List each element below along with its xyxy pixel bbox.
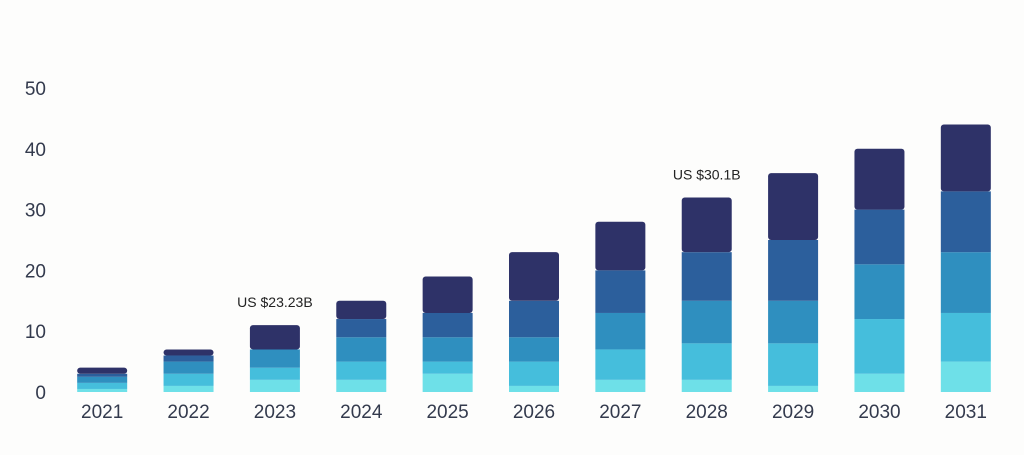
bar-segment-2030-segment-2	[854, 319, 905, 374]
bar-segment-2028-segment-4	[681, 252, 732, 301]
x-tick-label-2026: 2026	[513, 402, 555, 423]
x-tick-label-2031: 2031	[945, 402, 987, 423]
bar-segment-2023-segment-1	[249, 379, 300, 392]
bar-segment-2024-segment-2	[336, 361, 387, 380]
bar-segment-2025-segment-3	[422, 337, 473, 362]
bar-segment-2026-segment-3	[509, 337, 559, 362]
bar-segment-2023-segment-2	[249, 367, 300, 380]
bar-segment-2022-segment-3	[163, 361, 214, 374]
y-tick-label: 50	[25, 79, 46, 100]
x-tick-label-2021: 2021	[81, 402, 123, 423]
bar-segment-2024-segment-5	[336, 300, 387, 320]
bar-segment-2030-segment-4	[854, 209, 905, 265]
x-tick-label-2022: 2022	[167, 402, 209, 423]
bar-segment-2022-segment-1	[163, 385, 214, 392]
bar-segment-2027-segment-5	[595, 221, 646, 271]
bar-segment-2021-segment-3	[77, 376, 128, 383]
bar-segment-2031-segment-1	[940, 361, 991, 392]
bar-segment-2024-segment-1	[336, 379, 387, 392]
bar-segment-2025-segment-5	[422, 276, 473, 313]
x-tick-label-2023: 2023	[254, 402, 296, 423]
x-tick-label-2030: 2030	[858, 402, 900, 423]
bar-segment-2027-segment-4	[595, 270, 646, 313]
bar-segment-2029-segment-4	[768, 240, 819, 301]
bar-segment-2023-segment-3	[249, 349, 300, 368]
value-annotation-2023: US $23.23B	[237, 294, 313, 310]
x-tick-label-2028: 2028	[686, 402, 728, 423]
bar-segment-2028-segment-5	[681, 197, 732, 253]
x-tick-label-2024: 2024	[340, 402, 383, 423]
bar-segment-2030-segment-5	[854, 148, 905, 210]
bar-segment-2026-segment-1	[509, 385, 559, 392]
bar-segment-2027-segment-2	[595, 349, 646, 380]
bar-segment-2029-segment-2	[768, 343, 819, 386]
bar-segment-2028-segment-3	[681, 300, 732, 344]
bar-segment-2024-segment-3	[336, 337, 387, 362]
bar-segment-2028-segment-2	[681, 343, 732, 380]
bar-segment-2021-segment-4	[77, 373, 128, 377]
x-tick-label-2029: 2029	[772, 402, 814, 423]
x-tick-label-2027: 2027	[599, 402, 641, 423]
bar-segment-2030-segment-1	[854, 373, 905, 392]
bar-segment-2026-segment-4	[509, 300, 559, 338]
y-tick-label: 10	[25, 322, 46, 343]
bar-segment-2021-segment-5	[77, 367, 128, 374]
y-tick-label: 0	[35, 383, 46, 404]
bar-segment-2025-segment-1	[422, 373, 473, 392]
bar-segment-2022-segment-4	[163, 355, 214, 362]
bar-segment-2029-segment-1	[768, 385, 819, 392]
bar-segment-2022-segment-5	[163, 349, 214, 356]
bar-segment-2027-segment-3	[595, 312, 646, 350]
bar-segment-2021-segment-2	[77, 382, 128, 389]
bar-segment-2028-segment-1	[681, 379, 732, 392]
bar-segment-2031-segment-4	[940, 191, 991, 253]
bar-segment-2029-segment-3	[768, 300, 819, 344]
bar-segment-2022-segment-2	[163, 373, 214, 386]
bar-segment-2026-segment-5	[509, 252, 559, 301]
bar-segment-2029-segment-5	[768, 173, 819, 240]
y-tick-label: 20	[25, 261, 46, 282]
bar-segment-2026-segment-2	[509, 361, 559, 386]
bar-segment-2030-segment-3	[854, 264, 905, 320]
bar-segment-2025-segment-4	[422, 312, 473, 338]
y-tick-label: 40	[25, 140, 46, 161]
bar-segment-2021-segment-1	[77, 388, 128, 392]
bar-segment-2031-segment-5	[940, 124, 991, 192]
bar-segment-2025-segment-2	[422, 361, 473, 374]
bar-segment-2024-segment-4	[336, 319, 387, 338]
y-tick-label: 30	[25, 201, 46, 222]
bar-segment-2027-segment-1	[595, 379, 646, 392]
value-annotation-2028: US $30.1B	[673, 166, 741, 182]
x-tick-label-2025: 2025	[426, 402, 468, 423]
bar-segment-2031-segment-3	[940, 252, 991, 313]
bar-segment-2031-segment-2	[940, 312, 991, 362]
bar-segment-2023-segment-5	[249, 325, 300, 350]
